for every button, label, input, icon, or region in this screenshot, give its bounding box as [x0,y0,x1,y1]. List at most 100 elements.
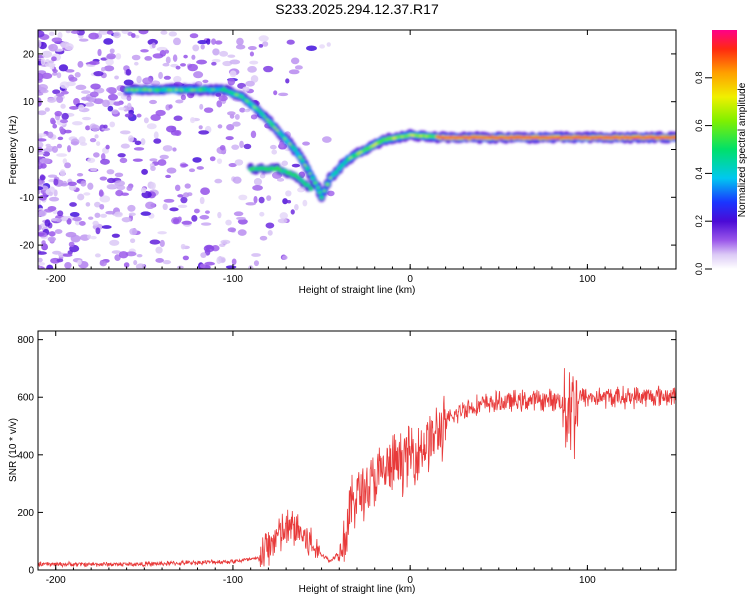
ridge-mark [419,134,423,138]
noise-blob [76,173,84,177]
noise-blob [118,107,126,111]
ridge-mark [567,136,571,139]
noise-blob [121,30,129,35]
ridge-mark [416,134,421,138]
noise-blob [150,182,156,190]
noise-blob [271,149,278,155]
noise-blob [198,125,203,130]
ridge-mark [585,136,590,139]
noise-blob [87,157,96,163]
noise-blob [214,40,223,45]
noise-blob [38,198,41,206]
ridge-mark [140,88,145,92]
y-tick-label: 20 [23,49,35,60]
ridge-mark [374,142,378,146]
noise-blob [253,260,260,267]
noise-blob [140,138,146,146]
snr-panel: -200 -100 0 100 0 200 400 600 800 Height of stra… [8,330,677,595]
ridge-mark [313,181,318,185]
noise-blob [38,92,44,96]
noise-blob [134,140,142,146]
noise-blob [172,218,180,224]
colorbar-tick-label: 0.0 [694,263,704,276]
noise-blob [70,234,81,243]
noise-blob [56,95,64,104]
noise-blob [173,115,183,121]
noise-blob [109,48,115,54]
ridge-mark [351,155,356,158]
ridge-mark [306,183,311,188]
ridge-mark [408,133,412,137]
noise-blob [155,258,164,263]
noise-blob [227,54,236,58]
ridge-mark [395,136,399,139]
noise-blob [47,236,57,242]
noise-blob [57,31,63,39]
noise-blob [38,97,42,105]
ridge-mark [343,161,347,164]
noise-blob [165,174,172,179]
noise-blob [38,251,47,255]
noise-blob [266,195,272,201]
noise-blob [68,184,77,191]
noise-blob [95,227,101,235]
ridge-mark [298,177,303,182]
noise-blob [225,265,237,269]
noise-blob [114,172,124,178]
ridge-mark [467,136,472,139]
noise-blob [64,261,72,269]
noise-blob [180,63,186,67]
ridge-mark [242,97,247,101]
x-tick-label: -100 [223,575,243,586]
noise-blob [125,69,132,76]
noise-blob [258,35,269,42]
ridge-mark [300,179,306,184]
noise-blob [294,203,299,211]
noise-blob [47,174,58,178]
noise-blob [141,168,148,175]
noise-blob [38,232,45,237]
noise-blob [211,38,216,45]
noise-blob [150,114,161,121]
noise-blob [294,65,303,70]
noise-blob [249,51,255,57]
ridge-mark [337,167,342,170]
ridge-mark [421,134,426,138]
y-tick-label: 800 [17,335,34,346]
ridge-mark [615,136,619,139]
ridge-mark [483,136,487,139]
ridge-mark [138,88,142,92]
noise-blob [57,136,64,141]
noise-blob [41,50,53,58]
ridge-mark [151,88,155,92]
ridge-mark [609,136,614,140]
ridge-mark [588,136,592,140]
ridge-mark [353,153,358,157]
noise-blob [218,95,228,102]
ridge-mark [540,136,545,139]
ridge-mark [655,136,660,139]
noise-blob [239,107,246,113]
noise-blob [81,90,91,94]
noise-blob [106,183,118,189]
noise-blob [253,177,263,186]
ridge-mark [364,148,368,151]
noise-blob [290,209,295,215]
ridge-mark [267,120,272,124]
ridge-mark [219,88,224,92]
ridge-mark [496,136,500,140]
noise-blob [114,254,121,262]
noise-blob [199,215,210,220]
noise-blob [94,201,101,208]
noise-blob [134,34,140,39]
noise-blob [109,121,116,128]
noise-blob [136,113,142,118]
noise-blob [89,137,97,143]
noise-blob [149,158,158,162]
ridge-mark [260,112,264,116]
ridge-mark [551,136,556,140]
ridge-mark [288,142,292,146]
ridge-mark [376,141,381,144]
noise-blob [157,231,167,235]
